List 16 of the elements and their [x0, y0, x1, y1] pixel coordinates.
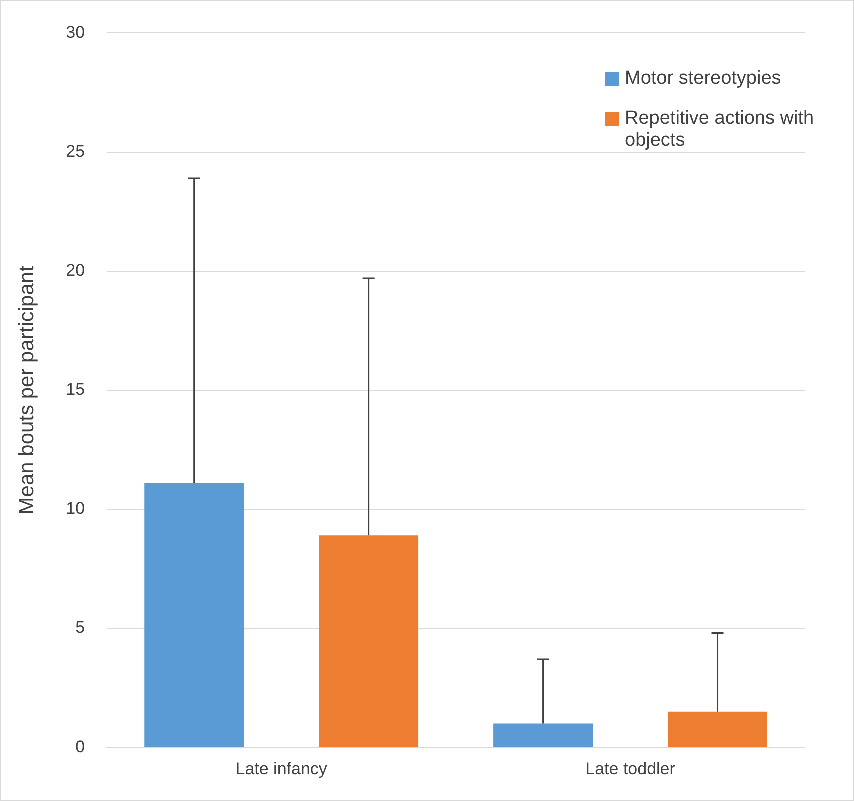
y-tick-label: 25 — [66, 142, 86, 161]
y-tick-label: 5 — [76, 618, 86, 638]
x-tick-label: Late toddler — [586, 759, 676, 778]
x-tick-label: Late infancy — [236, 759, 328, 778]
y-tick-label: 20 — [66, 261, 86, 280]
y-axis-title: Mean bouts per participant — [15, 266, 38, 515]
legend-label: Motor stereotypies — [625, 68, 782, 90]
bar — [494, 724, 594, 748]
y-tick-label: 10 — [66, 499, 86, 518]
legend-label: Repetitive actions with objects — [625, 108, 816, 152]
bar — [144, 483, 244, 748]
bar — [668, 712, 768, 748]
bar — [319, 536, 419, 748]
y-tick-label: 0 — [76, 737, 86, 756]
y-tick-label: 30 — [66, 22, 86, 42]
y-tick-label: 15 — [66, 380, 86, 400]
